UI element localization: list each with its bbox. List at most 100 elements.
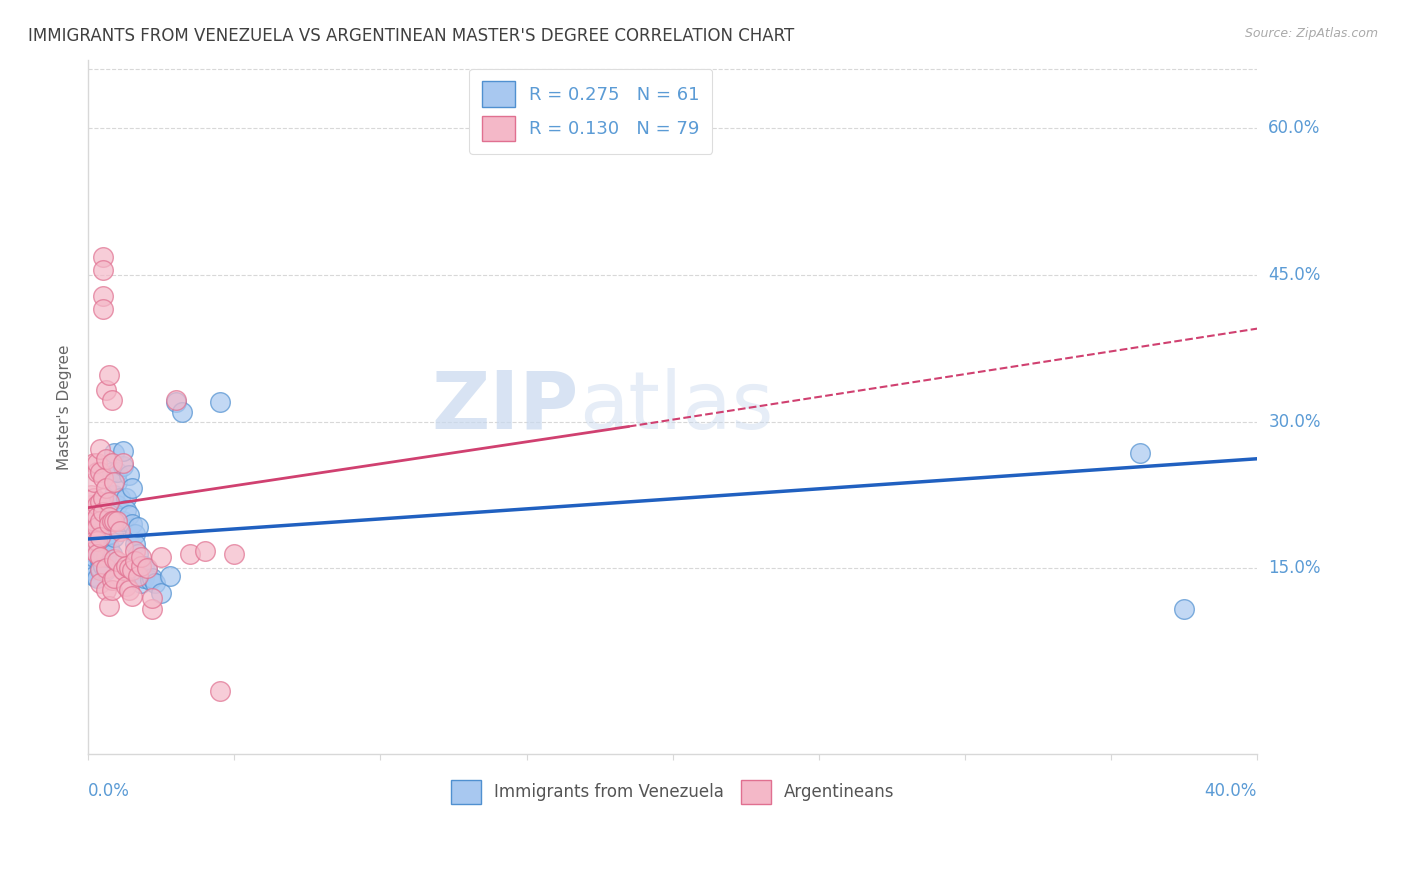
Point xyxy=(115,559,138,574)
Point xyxy=(94,533,117,548)
Text: 45.0%: 45.0% xyxy=(1268,266,1320,284)
Point xyxy=(86,466,108,480)
Point xyxy=(80,508,103,522)
Point xyxy=(103,488,125,502)
Legend: Immigrants from Venezuela, Argentineans: Immigrants from Venezuela, Argentineans xyxy=(439,768,905,815)
Point xyxy=(86,533,108,548)
Point xyxy=(121,563,143,577)
Point xyxy=(165,395,187,409)
Point xyxy=(97,368,120,382)
Point xyxy=(89,530,111,544)
Point xyxy=(1129,446,1152,460)
Point xyxy=(89,517,111,532)
Point xyxy=(115,502,138,516)
Point xyxy=(86,533,108,548)
Point xyxy=(150,549,173,564)
Point xyxy=(127,569,149,583)
Point xyxy=(83,543,105,558)
Point xyxy=(132,571,155,585)
Point xyxy=(100,456,122,470)
Point xyxy=(83,549,105,564)
Point xyxy=(124,537,146,551)
Point xyxy=(194,543,217,558)
Point xyxy=(118,582,141,597)
Point xyxy=(105,466,128,480)
Point xyxy=(91,510,114,524)
Point xyxy=(86,520,108,534)
Point xyxy=(89,514,111,528)
Point xyxy=(124,527,146,541)
Point xyxy=(105,498,128,512)
Point xyxy=(141,571,163,585)
Point xyxy=(91,491,114,505)
Point xyxy=(86,571,108,585)
Point xyxy=(91,289,114,303)
Point xyxy=(100,514,122,528)
Point xyxy=(86,510,108,524)
Point xyxy=(105,514,128,528)
Point xyxy=(135,563,157,577)
Point xyxy=(208,395,231,409)
Point xyxy=(89,442,111,456)
Text: 30.0%: 30.0% xyxy=(1268,413,1320,431)
Point xyxy=(115,579,138,593)
Point xyxy=(80,527,103,541)
Point xyxy=(94,384,117,398)
Point xyxy=(80,557,103,571)
Point xyxy=(100,466,122,480)
Point xyxy=(100,392,122,407)
Point xyxy=(110,524,132,538)
Point xyxy=(94,582,117,597)
Point xyxy=(103,571,125,585)
Text: Source: ZipAtlas.com: Source: ZipAtlas.com xyxy=(1244,27,1378,40)
Point xyxy=(97,540,120,554)
Point xyxy=(97,510,120,524)
Point xyxy=(118,468,141,483)
Text: 40.0%: 40.0% xyxy=(1205,782,1257,800)
Point xyxy=(83,456,105,470)
Point xyxy=(115,491,138,505)
Point xyxy=(80,563,103,577)
Point xyxy=(94,451,117,466)
Text: ZIP: ZIP xyxy=(432,368,579,446)
Point xyxy=(170,405,193,419)
Point xyxy=(103,446,125,460)
Point xyxy=(105,553,128,567)
Point xyxy=(159,569,181,583)
Point xyxy=(127,520,149,534)
Point xyxy=(94,563,117,577)
Point xyxy=(135,561,157,575)
Y-axis label: Master's Degree: Master's Degree xyxy=(58,344,72,470)
Point xyxy=(132,559,155,574)
Point xyxy=(103,514,125,528)
Point xyxy=(100,582,122,597)
Point xyxy=(91,263,114,277)
Point xyxy=(121,481,143,495)
Text: atlas: atlas xyxy=(579,368,773,446)
Point xyxy=(94,561,117,575)
Point xyxy=(83,475,105,490)
Point xyxy=(105,475,128,490)
Point xyxy=(150,586,173,600)
Point xyxy=(89,563,111,577)
Point xyxy=(112,563,135,577)
Point xyxy=(94,481,117,495)
Point xyxy=(224,547,246,561)
Point xyxy=(83,514,105,528)
Point xyxy=(86,498,108,512)
Point xyxy=(97,498,120,512)
Point xyxy=(112,540,135,554)
Point xyxy=(89,549,111,564)
Point xyxy=(121,589,143,603)
Point xyxy=(80,488,103,502)
Point xyxy=(129,576,152,591)
Point xyxy=(112,456,135,470)
Point xyxy=(138,573,160,587)
Point xyxy=(118,561,141,575)
Point xyxy=(94,517,117,532)
Point xyxy=(86,517,108,532)
Point xyxy=(86,456,108,470)
Point xyxy=(110,517,132,532)
Point xyxy=(83,533,105,548)
Point xyxy=(91,250,114,264)
